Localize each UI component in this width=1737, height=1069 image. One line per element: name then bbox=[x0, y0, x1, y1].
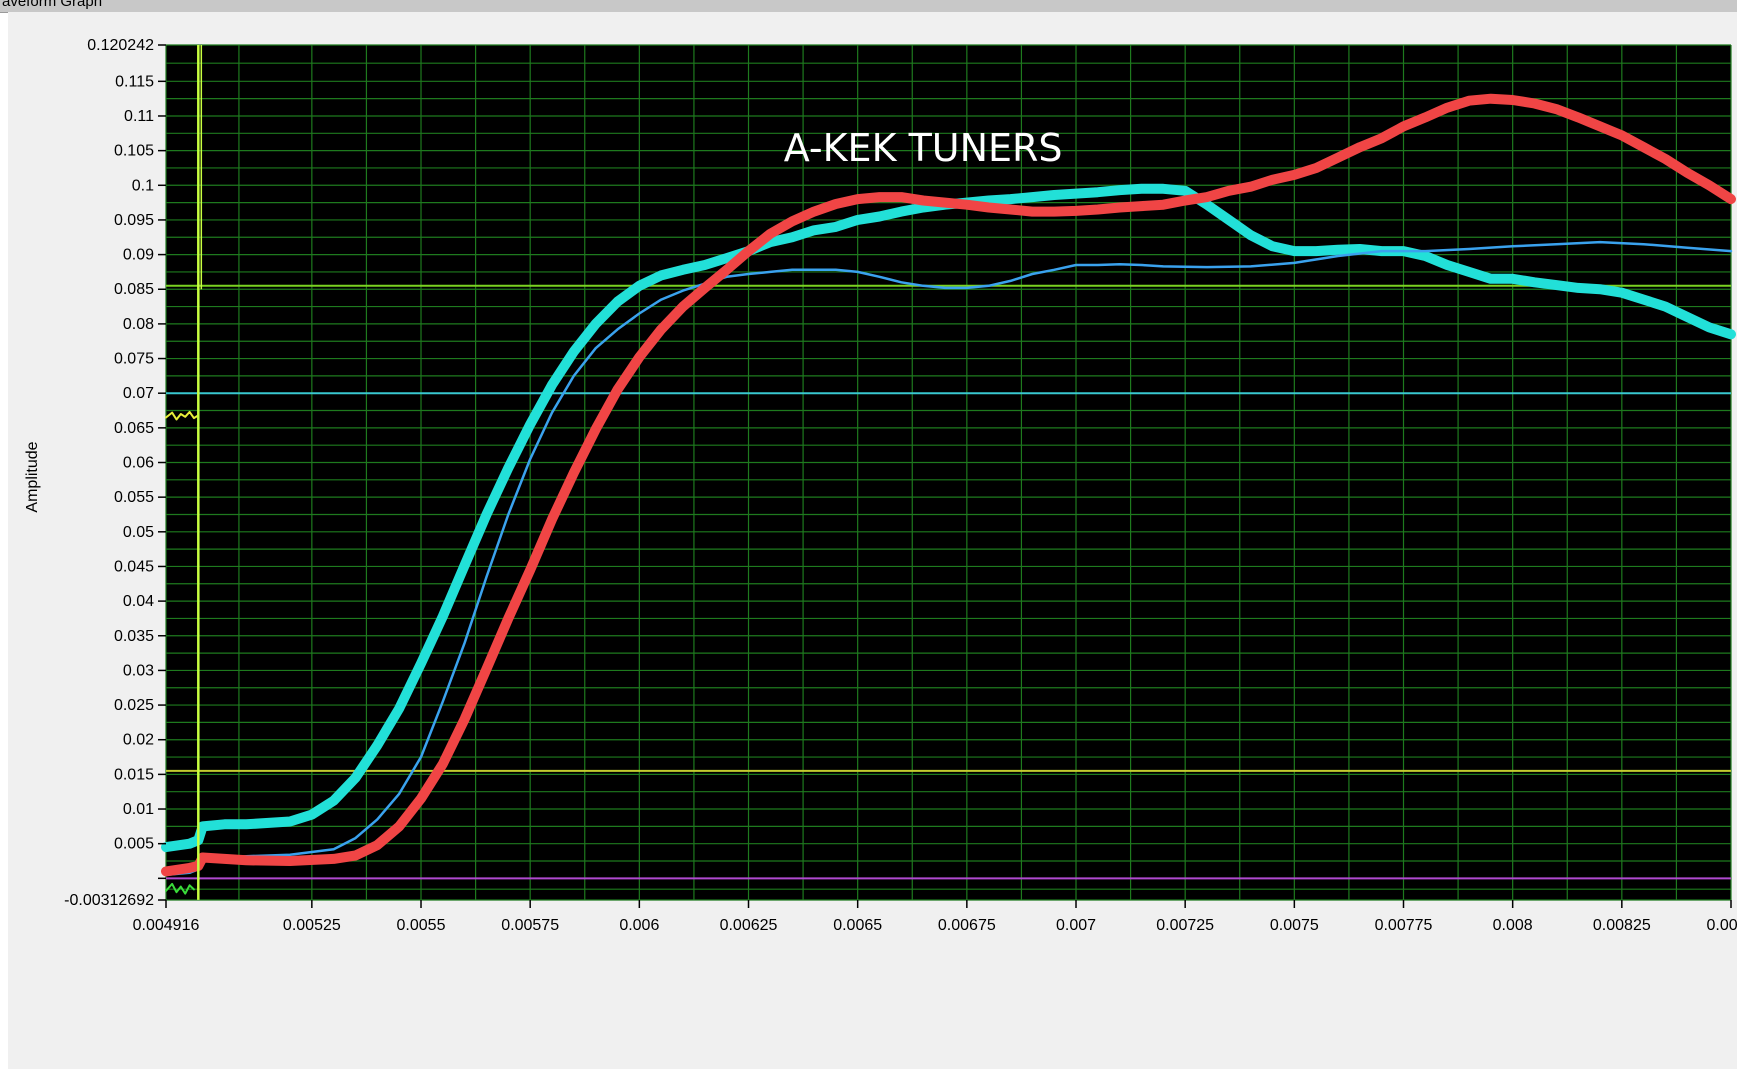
x-tick-label: 0.0055 bbox=[397, 917, 446, 934]
x-tick-label: 0.00725 bbox=[1156, 917, 1214, 934]
y-tick-label: -0.00312692 bbox=[64, 892, 154, 909]
series-line-5 bbox=[165, 882, 195, 895]
y-tick-label: 0.1 bbox=[132, 177, 154, 194]
x-tick-label: 0.006 bbox=[619, 917, 659, 934]
x-tick-label: 0.0085 bbox=[1707, 917, 1737, 934]
y-tick-label: 0.08 bbox=[123, 316, 154, 333]
y-tick-label: 0.045 bbox=[114, 558, 154, 575]
y-tick-label: 0.105 bbox=[114, 143, 154, 160]
x-tick-label: 0.00575 bbox=[501, 917, 559, 934]
y-tick-label: 0.025 bbox=[114, 697, 154, 714]
y-tick-label: 0.055 bbox=[114, 489, 154, 506]
y-tick-label: 0.120242 bbox=[87, 37, 154, 54]
y-tick-label: 0.005 bbox=[114, 836, 154, 853]
y-tick-label: 0.07 bbox=[123, 385, 154, 402]
x-tick-label: 0.007 bbox=[1056, 917, 1096, 934]
y-tick-label: 0.015 bbox=[114, 766, 154, 783]
series-group bbox=[161, 45, 1736, 900]
y-tick-label: 0.095 bbox=[114, 212, 154, 229]
x-tick-label: 0.00775 bbox=[1375, 917, 1433, 934]
y-tick-label: 0.065 bbox=[114, 420, 154, 437]
x-tick-label: 0.0065 bbox=[833, 917, 882, 934]
y-tick-label: 0.11 bbox=[124, 108, 154, 125]
y-axis: 0.120242 0.115 0.11 0.105 0.1 0.095 0.09 0.085 0… bbox=[64, 37, 166, 909]
y-tick-label: 0.03 bbox=[123, 662, 154, 679]
y-tick-label: 0.04 bbox=[123, 593, 154, 610]
graph-title: aveform Graph bbox=[2, 0, 103, 10]
reference-lines bbox=[166, 284, 1731, 880]
x-axis: 0.004916 0.00525 0.0055 0.00575 0.006 0.00625… bbox=[133, 900, 1737, 934]
x-tick-label: 0.00625 bbox=[720, 917, 778, 934]
x-tick-label: 0.008 bbox=[1493, 917, 1533, 934]
x-tick-label: 0.004916 bbox=[133, 917, 200, 934]
x-tick-label: 0.00825 bbox=[1593, 917, 1651, 934]
y-tick-label: 0.075 bbox=[114, 351, 154, 368]
y-tick-label: 0.035 bbox=[114, 628, 154, 645]
y-tick-label: 0.02 bbox=[123, 732, 154, 749]
series-line-2 bbox=[164, 240, 1733, 877]
y-tick-label: 0.05 bbox=[123, 524, 154, 541]
chart-svg: 0.120242 0.115 0.11 0.105 0.1 0.095 0.09 0.085 0… bbox=[24, 37, 1737, 934]
x-tick-label: 0.00675 bbox=[938, 917, 996, 934]
y-tick-label: 0.09 bbox=[123, 247, 154, 264]
x-tick-label: 0.0075 bbox=[1270, 917, 1319, 934]
y-tick-label: 0.06 bbox=[123, 455, 154, 472]
series-line-4 bbox=[165, 410, 200, 421]
y-axis-label: Amplitude bbox=[24, 441, 41, 512]
y-tick-label: 0.115 bbox=[115, 73, 154, 90]
x-tick-label: 0.00525 bbox=[283, 917, 341, 934]
series-line-3 bbox=[161, 93, 1736, 877]
y-tick-label: 0.085 bbox=[114, 281, 154, 298]
waveform-graph: 0.120242 0.115 0.11 0.105 0.1 0.095 0.09 0.085 0… bbox=[8, 12, 1737, 1069]
y-tick-label: 0.01 bbox=[123, 801, 154, 818]
chart-annotation: A-KEK TUNERS bbox=[784, 126, 1063, 170]
